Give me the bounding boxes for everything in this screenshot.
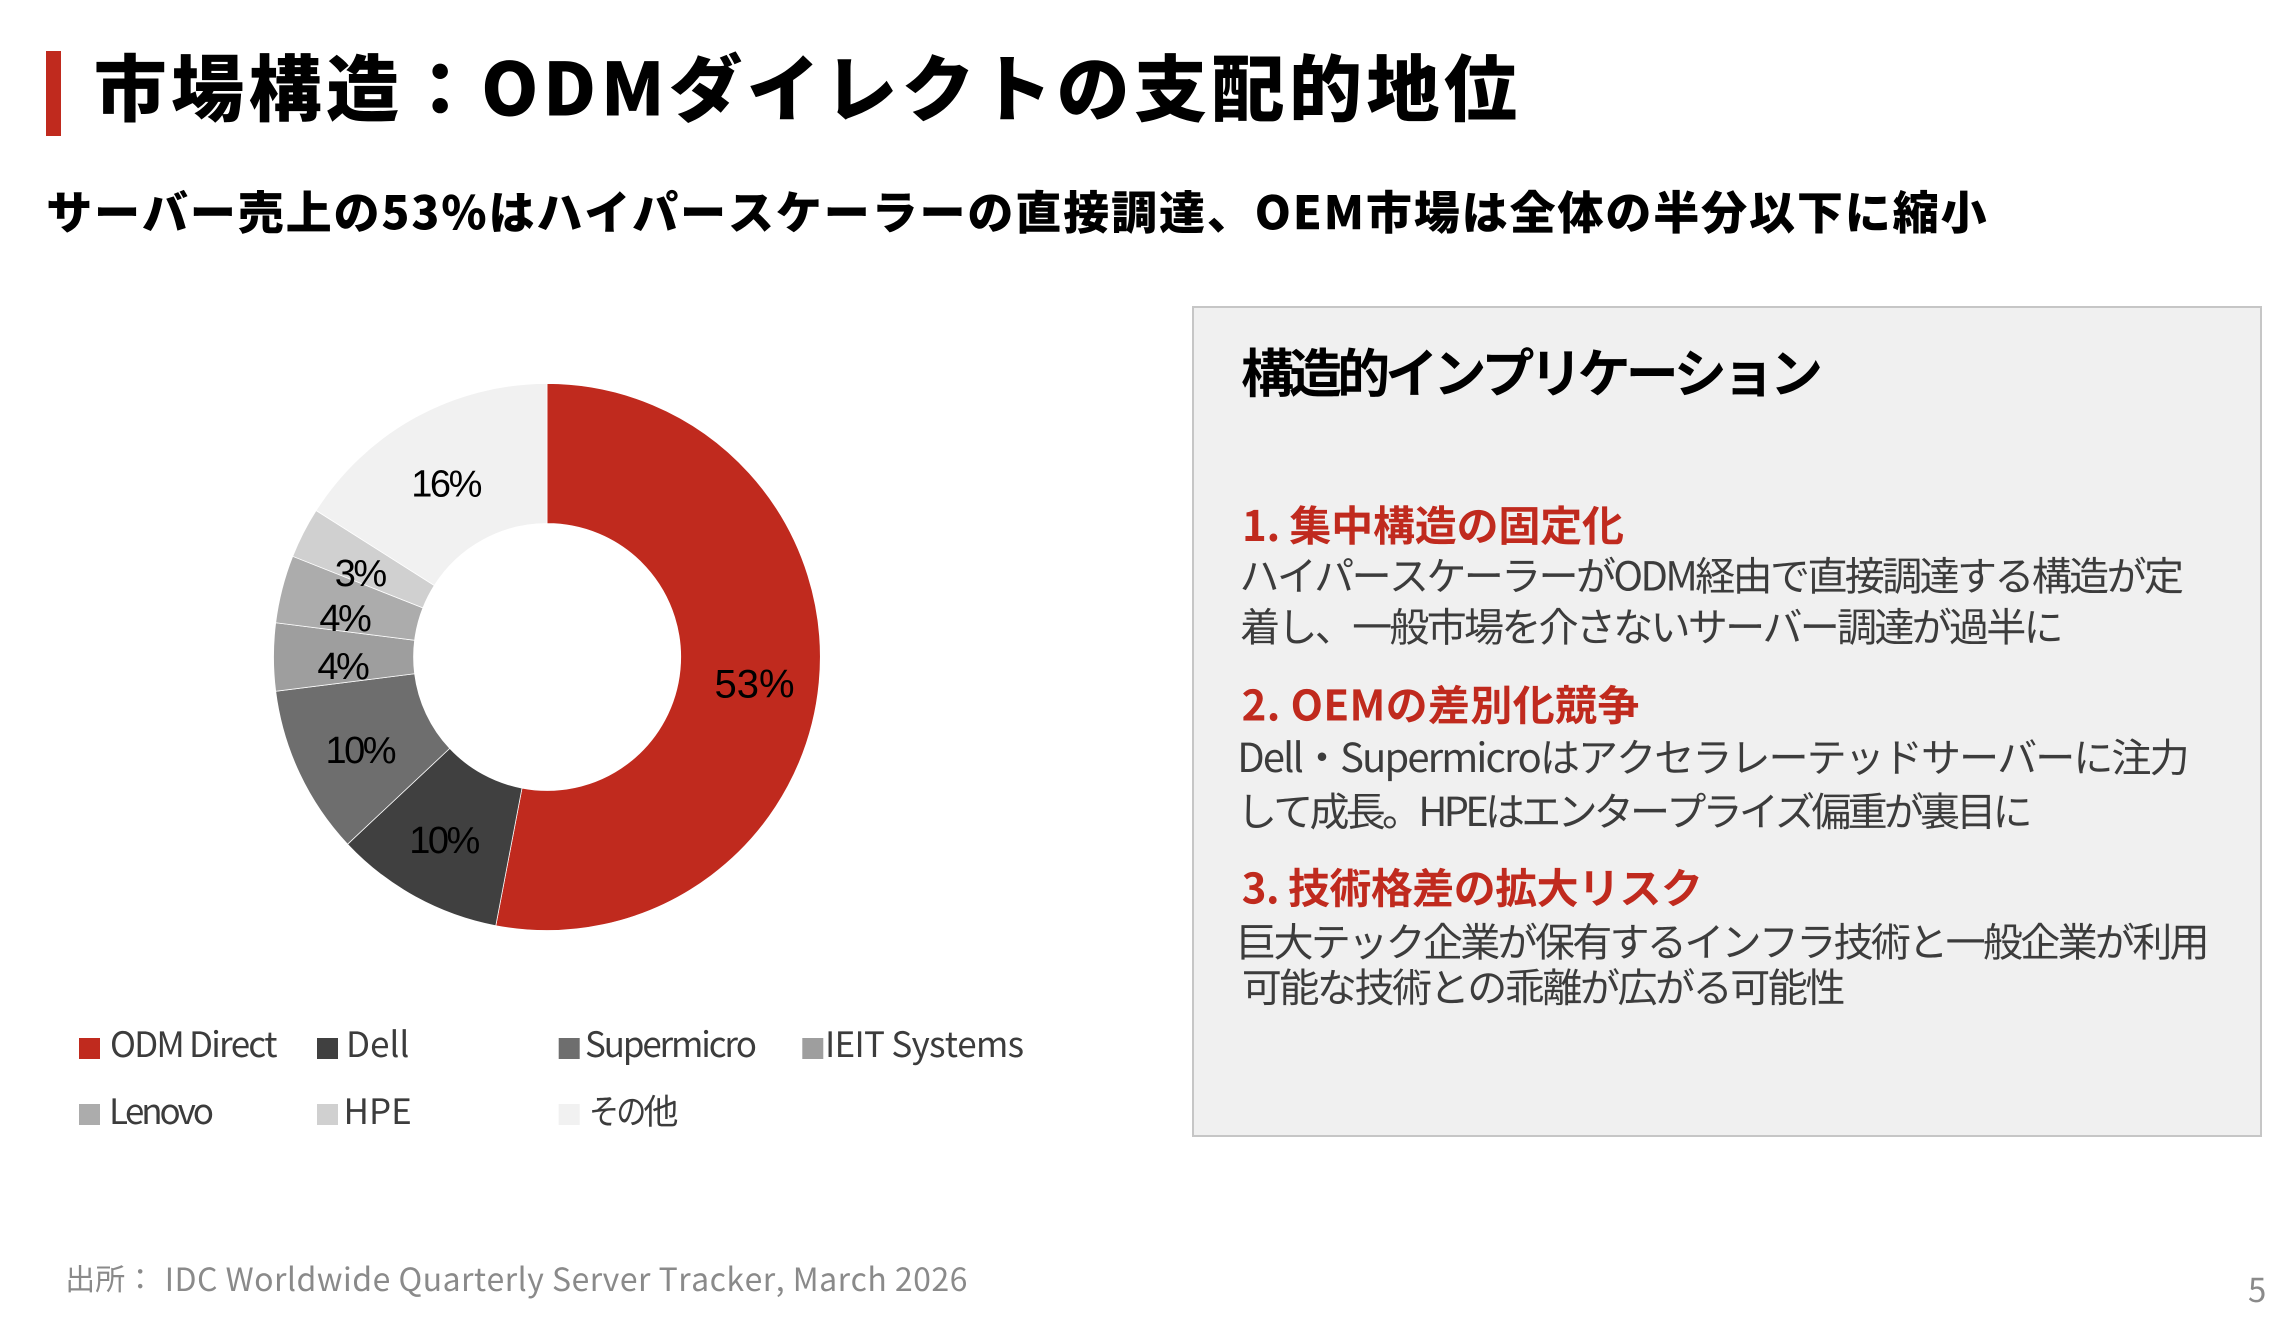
- svg-text:10%: 10%: [409, 820, 479, 862]
- svg-text:53%: 53%: [715, 662, 795, 706]
- svg-text:16%: 16%: [411, 463, 481, 505]
- svg-text:10%: 10%: [326, 730, 396, 772]
- svg-text:3%: 3%: [335, 553, 387, 595]
- svg-text:4%: 4%: [317, 646, 369, 688]
- svg-text:4%: 4%: [319, 598, 371, 640]
